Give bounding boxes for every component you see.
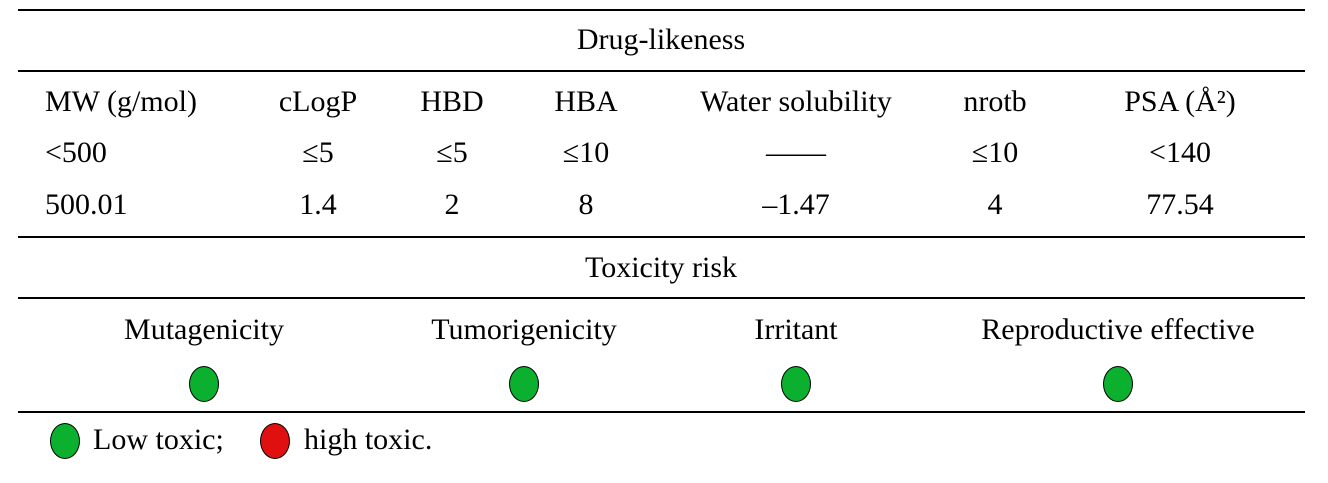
table-cell: 8 bbox=[578, 188, 594, 221]
table-cell: –1.47 bbox=[762, 188, 830, 221]
legend-swatch-high bbox=[260, 423, 290, 459]
column-header: PSA (Å²) bbox=[1124, 85, 1236, 118]
column-header: HBA bbox=[554, 85, 618, 118]
column-header: Irritant bbox=[754, 313, 838, 346]
legend-swatch-low bbox=[50, 423, 80, 459]
table-cell: 2 bbox=[444, 188, 460, 221]
rule bbox=[18, 9, 1305, 11]
table-cell: ≤5 bbox=[436, 136, 468, 169]
column-header: MW (g/mol) bbox=[45, 85, 197, 118]
risk-indicator bbox=[509, 366, 539, 402]
column-header: Mutagenicity bbox=[124, 313, 284, 346]
table-cell: ≤5 bbox=[302, 136, 334, 169]
risk-indicator bbox=[189, 366, 219, 402]
table-cell: ≤10 bbox=[971, 136, 1019, 169]
risk-indicator bbox=[1103, 366, 1133, 402]
rule bbox=[18, 236, 1305, 238]
table-cell: 500.01 bbox=[45, 188, 128, 221]
table-cell: 1.4 bbox=[299, 188, 337, 221]
section-title: Drug-likeness bbox=[576, 23, 746, 56]
legend-label: Low toxic; bbox=[93, 423, 224, 456]
risk-indicator bbox=[781, 366, 811, 402]
column-header: Reproductive effective bbox=[981, 313, 1255, 346]
rule bbox=[18, 70, 1305, 72]
column-header: HBD bbox=[420, 85, 484, 118]
table-cell: 77.54 bbox=[1146, 188, 1214, 221]
rule bbox=[18, 297, 1305, 299]
table-cell: <500 bbox=[45, 136, 107, 169]
column-header: cLogP bbox=[278, 85, 358, 118]
legend-label: high toxic. bbox=[304, 423, 433, 456]
column-header: Tumorigenicity bbox=[431, 313, 617, 346]
table-cell: <140 bbox=[1149, 136, 1211, 169]
section-title: Toxicity risk bbox=[584, 251, 738, 284]
table-cell: 4 bbox=[987, 188, 1003, 221]
rule bbox=[18, 411, 1305, 413]
column-header: Water solubility bbox=[700, 85, 892, 118]
column-header: nrotb bbox=[963, 85, 1027, 118]
table-cell: ≤10 bbox=[562, 136, 610, 169]
table-cell: —— bbox=[766, 136, 826, 169]
